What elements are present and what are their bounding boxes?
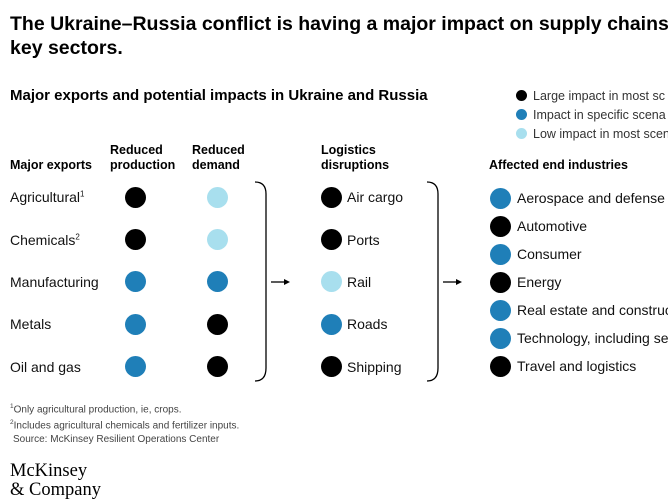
header-reduced-production: Reduced production xyxy=(110,143,175,173)
header-affected-industries: Affected end industries xyxy=(489,158,628,172)
logistics-label-rail: Rail xyxy=(347,274,372,290)
header-reduced-production-line2: production xyxy=(110,158,176,172)
demand-dot-metals xyxy=(207,314,228,335)
logo-line-1: McKinsey xyxy=(10,461,88,481)
logistics-label-roads: Roads xyxy=(347,316,388,332)
industry-dot-technology xyxy=(490,328,511,349)
industry-label-travel: Travel and logistics xyxy=(517,358,637,374)
logistics-dot-ports xyxy=(321,229,342,250)
industry-dot-real-estate xyxy=(490,300,511,321)
legend: Large impact in most sc Impact in specif… xyxy=(516,86,668,143)
header-logistics-disruptions: Logistics disruptions xyxy=(321,143,389,173)
header-reduced-demand-line1: Reduced xyxy=(192,143,245,157)
export-label-agricultural: Agricultural1 xyxy=(10,189,85,205)
demand-dot-oil-and-gas xyxy=(207,356,228,377)
footnote-1: 1Only agricultural production, ie, crops… xyxy=(10,403,182,416)
legend-label-specific: Impact in specific scena xyxy=(533,107,666,122)
production-dot-manufacturing xyxy=(125,271,146,292)
industry-label-automotive: Automotive xyxy=(517,218,588,234)
legend-dot-low xyxy=(516,128,527,139)
legend-item-specific: Impact in specific scena xyxy=(516,105,668,124)
header-reduced-demand-line2: demand xyxy=(192,158,240,172)
source-note: Source: McKinsey Resilient Operations Ce… xyxy=(13,433,220,445)
demand-dot-chemicals xyxy=(207,229,228,250)
demand-dot-agricultural xyxy=(207,187,228,208)
header-reduced-production-line1: Reduced xyxy=(110,143,163,157)
logistics-dot-roads xyxy=(321,314,342,335)
production-dot-metals xyxy=(125,314,146,335)
mckinsey-logo: McKinsey & Company xyxy=(10,462,101,500)
legend-dot-specific xyxy=(516,109,527,120)
logistics-label-air-cargo: Air cargo xyxy=(347,189,404,205)
title-line-2: key sectors. xyxy=(10,37,123,59)
logistics-dot-air-cargo xyxy=(321,187,342,208)
brace-logistics xyxy=(426,181,439,382)
header-reduced-demand: Reduced demand xyxy=(192,143,245,173)
header-logistics-line1: Logistics xyxy=(321,143,376,157)
legend-item-low: Low impact in most scen xyxy=(516,124,668,143)
industry-dot-energy xyxy=(490,272,511,293)
export-label-chemicals: Chemicals2 xyxy=(10,232,80,248)
production-dot-oil-and-gas xyxy=(125,356,146,377)
arrowhead-exports xyxy=(284,279,290,285)
logistics-label-shipping: Shipping xyxy=(347,359,402,375)
logistics-label-ports: Ports xyxy=(347,232,380,248)
industry-label-technology: Technology, including se xyxy=(517,330,668,346)
header-major-exports: Major exports xyxy=(10,158,92,172)
export-label-metals: Metals xyxy=(10,316,52,332)
industry-label-consumer: Consumer xyxy=(517,246,582,262)
arrowhead-logistics xyxy=(456,279,462,285)
demand-dot-manufacturing xyxy=(207,271,228,292)
legend-dot-large xyxy=(516,90,527,101)
logo-line-2: & Company xyxy=(10,480,101,500)
industry-label-aerospace: Aerospace and defense xyxy=(517,190,665,206)
logistics-dot-shipping xyxy=(321,356,342,377)
legend-label-large: Large impact in most sc xyxy=(533,88,665,103)
export-label-oil-and-gas: Oil and gas xyxy=(10,359,81,375)
footnote-2: 2Includes agricultural chemicals and fer… xyxy=(10,419,240,432)
header-logistics-line2: disruptions xyxy=(321,158,390,172)
industry-dot-travel xyxy=(490,356,511,377)
legend-label-low: Low impact in most scen xyxy=(533,126,668,141)
industry-label-real-estate: Real estate and construc xyxy=(517,302,668,318)
subtitle: Major exports and potential impacts in U… xyxy=(10,87,428,104)
brace-exports xyxy=(254,181,267,382)
footnotes: 1Only agricultural production, ie, crops… xyxy=(10,400,239,446)
industry-label-energy: Energy xyxy=(517,274,562,290)
production-dot-chemicals xyxy=(125,229,146,250)
export-label-manufacturing: Manufacturing xyxy=(10,274,99,290)
industry-dot-consumer xyxy=(490,244,511,265)
legend-item-large: Large impact in most sc xyxy=(516,86,668,105)
industry-dot-automotive xyxy=(490,216,511,237)
industry-dot-aerospace xyxy=(490,188,511,209)
page-title: The Ukraine–Russia conflict is having a … xyxy=(10,12,668,60)
production-dot-agricultural xyxy=(125,187,146,208)
logistics-dot-rail xyxy=(321,271,342,292)
title-line-1: The Ukraine–Russia conflict is having a … xyxy=(10,13,668,35)
